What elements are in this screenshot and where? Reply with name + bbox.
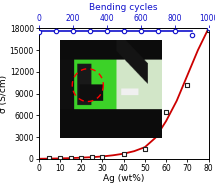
Point [143, 148, 147, 151]
Point [88, 29, 91, 32]
Point [186, 83, 189, 86]
Point [156, 29, 159, 32]
Point [101, 155, 104, 158]
Point [139, 29, 142, 32]
Point [71, 29, 74, 32]
Point [105, 29, 108, 32]
X-axis label: Bending cycles: Bending cycles [89, 3, 158, 12]
Point [164, 110, 168, 113]
Point [54, 29, 57, 32]
Point [58, 157, 62, 160]
Point [37, 30, 40, 33]
Point [207, 28, 210, 31]
Point [79, 156, 83, 159]
Y-axis label: σ (S/cm): σ (S/cm) [0, 74, 8, 113]
Point [173, 30, 176, 33]
Point [48, 157, 51, 160]
X-axis label: Ag (wt%): Ag (wt%) [103, 174, 144, 183]
Point [90, 156, 94, 159]
Point [190, 33, 193, 36]
Point [122, 153, 125, 156]
Point [207, 27, 210, 30]
Point [69, 157, 72, 160]
Point [122, 29, 125, 32]
